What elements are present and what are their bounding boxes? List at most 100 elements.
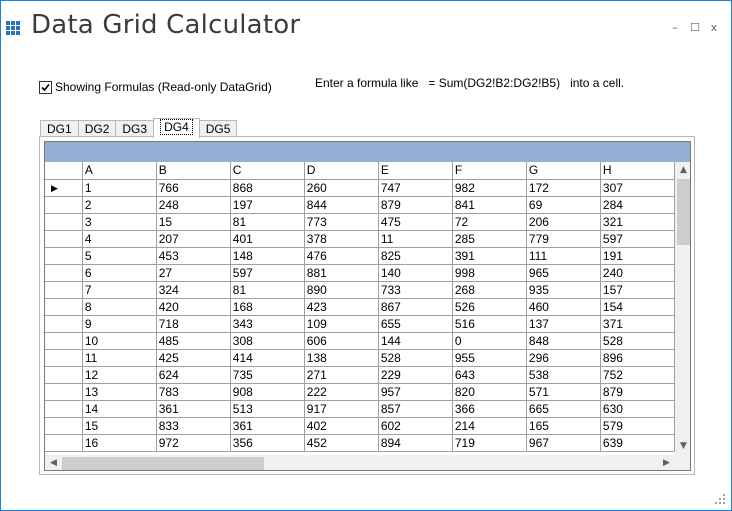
vertical-scrollbar[interactable]: ▲ ▼ — [675, 162, 690, 455]
grid-cell[interactable]: 165 — [526, 417, 601, 435]
grid-cell[interactable]: 402 — [304, 417, 379, 435]
grid-cell[interactable]: 81 — [230, 213, 305, 231]
grid-cell[interactable]: 825 — [378, 247, 453, 265]
grid-cell[interactable]: 343 — [230, 315, 305, 333]
grid-cell[interactable]: 401 — [230, 230, 305, 248]
chevron-left-icon[interactable]: ◀ — [50, 458, 57, 468]
grid-cell[interactable]: 1 — [82, 179, 157, 197]
grid-cell[interactable]: 8 — [82, 298, 157, 316]
column-header-g[interactable]: G — [526, 162, 601, 180]
tab-dg2[interactable]: DG2 — [77, 120, 117, 138]
grid-cell[interactable]: 965 — [526, 264, 601, 282]
grid-cell[interactable]: 967 — [526, 434, 601, 452]
grid-cell[interactable]: 11 — [378, 230, 453, 248]
grid-cell[interactable]: 844 — [304, 196, 379, 214]
grid-cell[interactable]: 11 — [82, 349, 157, 367]
table-row[interactable]: 8 420 168 423 867 526 460 154 — [45, 298, 675, 316]
row-header[interactable] — [45, 213, 83, 231]
grid-cell[interactable]: 571 — [526, 383, 601, 401]
table-row[interactable]: 11 425 414 138 528 955 296 896 — [45, 349, 675, 367]
grid-cell[interactable]: 747 — [378, 179, 453, 197]
grid-cell[interactable]: 207 — [156, 230, 231, 248]
show-formulas-checkbox[interactable] — [39, 80, 52, 94]
grid-cell[interactable]: 111 — [526, 247, 601, 265]
grid-cell[interactable]: 138 — [304, 349, 379, 367]
grid-cell[interactable]: 14 — [82, 400, 157, 418]
grid-cell[interactable]: 752 — [600, 366, 675, 384]
vertical-scroll-thumb[interactable] — [677, 179, 690, 245]
grid-cell[interactable]: 10 — [82, 332, 157, 350]
grid-cell[interactable]: 972 — [156, 434, 231, 452]
table-row[interactable]: ▶ 1 766 868 260 747 982 172 307 — [45, 179, 675, 197]
grid-cell[interactable]: 881 — [304, 264, 379, 282]
grid-cell[interactable]: 214 — [452, 417, 527, 435]
grid-cell[interactable]: 526 — [452, 298, 527, 316]
row-header[interactable] — [45, 366, 83, 384]
column-header-b[interactable]: B — [156, 162, 231, 180]
column-header-d[interactable]: D — [304, 162, 379, 180]
grid-cell[interactable]: 528 — [600, 332, 675, 350]
grid-cell[interactable]: 321 — [600, 213, 675, 231]
grid-cell[interactable]: 733 — [378, 281, 453, 299]
grid-cell[interactable]: 896 — [600, 349, 675, 367]
row-header[interactable] — [45, 196, 83, 214]
grid-cell[interactable]: 528 — [378, 349, 453, 367]
grid-cell[interactable]: 0 — [452, 332, 527, 350]
grid-cell[interactable]: 2 — [82, 196, 157, 214]
row-header[interactable] — [45, 264, 83, 282]
grid-cell[interactable]: 867 — [378, 298, 453, 316]
table-row[interactable]: 7 324 81 890 733 268 935 157 — [45, 281, 675, 299]
chevron-right-icon[interactable]: ▶ — [663, 458, 670, 468]
tab-dg3[interactable]: DG3 — [115, 120, 155, 138]
row-header[interactable] — [45, 349, 83, 367]
table-row[interactable]: 6 27 597 881 140 998 965 240 — [45, 264, 675, 282]
grid-cell[interactable]: 719 — [452, 434, 527, 452]
table-row[interactable]: 4 207 401 378 11 285 779 597 — [45, 230, 675, 248]
grid-cell[interactable]: 229 — [378, 366, 453, 384]
grid-cell[interactable]: 307 — [600, 179, 675, 197]
grid-cell[interactable]: 718 — [156, 315, 231, 333]
grid-cell[interactable]: 13 — [82, 383, 157, 401]
table-row[interactable]: 9 718 343 109 655 516 137 371 — [45, 315, 675, 333]
grid-cell[interactable]: 260 — [304, 179, 379, 197]
horizontal-scrollbar[interactable]: ◀ ▶ — [45, 455, 675, 470]
grid-cell[interactable]: 356 — [230, 434, 305, 452]
grid-cell[interactable]: 7 — [82, 281, 157, 299]
grid-cell[interactable]: 908 — [230, 383, 305, 401]
grid-cell[interactable]: 890 — [304, 281, 379, 299]
show-formulas-option[interactable]: Showing Formulas (Read-only DataGrid) — [39, 80, 272, 94]
grid-cell[interactable]: 917 — [304, 400, 379, 418]
grid-cell[interactable]: 868 — [230, 179, 305, 197]
grid-cell[interactable]: 475 — [378, 213, 453, 231]
grid-cell[interactable]: 779 — [526, 230, 601, 248]
grid-cell[interactable]: 735 — [230, 366, 305, 384]
grid-cell[interactable]: 624 — [156, 366, 231, 384]
grid-cell[interactable]: 268 — [452, 281, 527, 299]
grid-cell[interactable]: 371 — [600, 315, 675, 333]
grid-cell[interactable]: 191 — [600, 247, 675, 265]
grid-cell[interactable]: 630 — [600, 400, 675, 418]
table-row[interactable]: 5 453 148 476 825 391 111 191 — [45, 247, 675, 265]
column-header-c[interactable]: C — [230, 162, 305, 180]
column-header-f[interactable]: F — [452, 162, 527, 180]
grid-cell[interactable]: 597 — [230, 264, 305, 282]
grid-cell[interactable]: 140 — [378, 264, 453, 282]
grid-corner-header[interactable] — [45, 162, 83, 180]
grid-cell[interactable]: 579 — [600, 417, 675, 435]
row-header[interactable] — [45, 434, 83, 452]
grid-cell[interactable]: 414 — [230, 349, 305, 367]
grid-cell[interactable]: 820 — [452, 383, 527, 401]
minimize-button[interactable]: – — [672, 21, 678, 34]
grid-cell[interactable]: 453 — [156, 247, 231, 265]
grid-cell[interactable]: 206 — [526, 213, 601, 231]
grid-cell[interactable]: 879 — [378, 196, 453, 214]
grid-cell[interactable]: 955 — [452, 349, 527, 367]
grid-cell[interactable]: 894 — [378, 434, 453, 452]
grid-cell[interactable]: 222 — [304, 383, 379, 401]
table-row[interactable]: 2 248 197 844 879 841 69 284 — [45, 196, 675, 214]
grid-cell[interactable]: 4 — [82, 230, 157, 248]
row-header[interactable] — [45, 417, 83, 435]
grid-cell[interactable]: 296 — [526, 349, 601, 367]
grid-cell[interactable]: 766 — [156, 179, 231, 197]
